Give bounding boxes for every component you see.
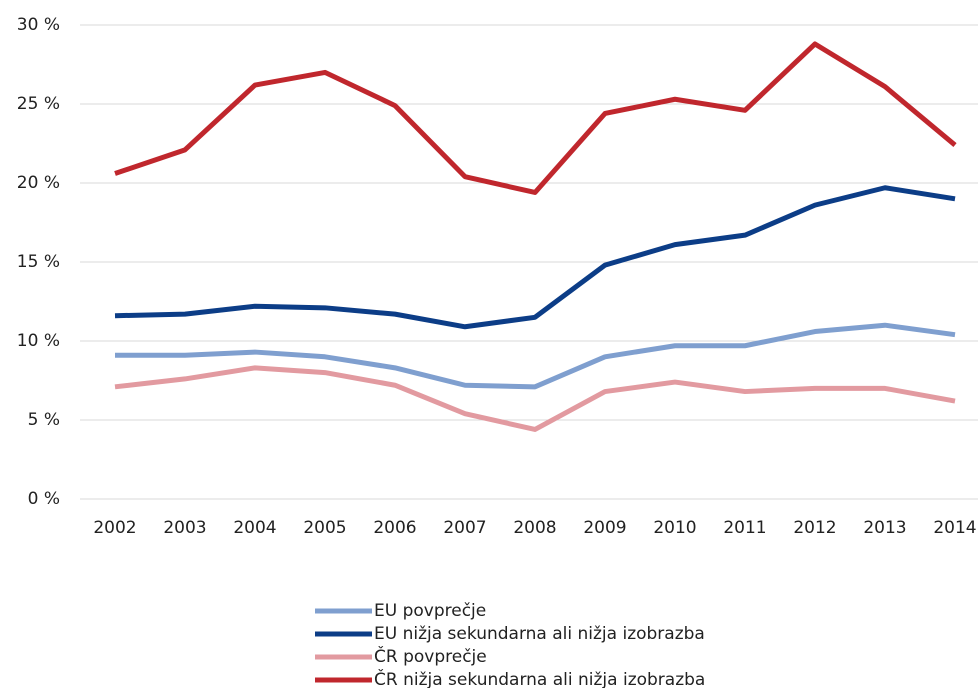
y-tick-label: 10 % [17, 331, 60, 351]
x-tick-label: 2005 [303, 518, 346, 538]
x-tick-label: 2011 [723, 518, 766, 538]
x-tick-label: 2006 [373, 518, 416, 538]
x-tick-label: 2008 [513, 518, 556, 538]
x-tick-label: 2003 [163, 518, 206, 538]
series-line [114, 41, 957, 195]
legend-label: EU povprečje [374, 601, 486, 621]
x-tick-label: 2014 [933, 518, 976, 538]
y-tick-label: 20 % [17, 173, 60, 193]
y-tick-label: 25 % [17, 94, 60, 114]
x-tick-label: 2002 [93, 518, 136, 538]
x-tick-label: 2013 [863, 518, 906, 538]
x-tick-label: 2004 [233, 518, 276, 538]
series-line [114, 185, 956, 330]
series-line [115, 322, 956, 390]
y-tick-label: 15 % [17, 252, 60, 272]
x-tick-label: 2010 [653, 518, 696, 538]
x-tick-label: 2009 [583, 518, 626, 538]
y-tick-label: 5 % [28, 410, 60, 430]
y-tick-label: 0 % [28, 489, 60, 509]
series-line [114, 365, 956, 432]
x-tick-label: 2012 [793, 518, 836, 538]
legend-label: EU nižja sekundarna ali nižja izobrazba [374, 624, 705, 644]
y-tick-label: 30 % [17, 15, 60, 35]
x-tick-label: 2007 [443, 518, 486, 538]
legend-label: ČR povprečje [374, 645, 487, 667]
legend-label: ČR nižja sekundarna ali nižja izobrazba [374, 668, 705, 688]
